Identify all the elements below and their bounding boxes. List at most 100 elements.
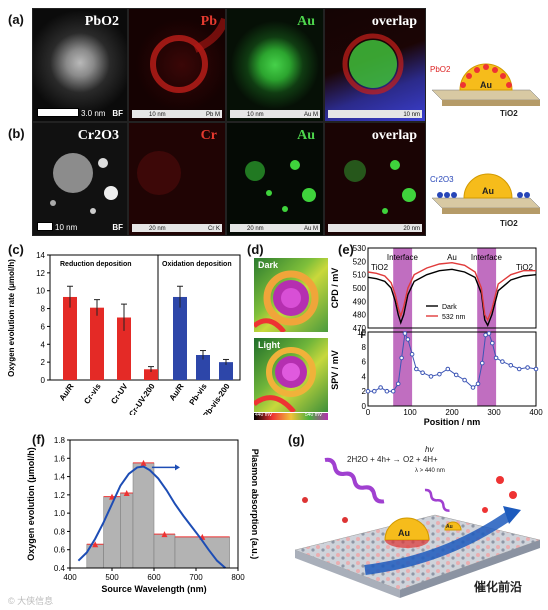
bf-tag: BF <box>112 223 123 232</box>
spv-point <box>525 365 530 370</box>
scale-text: 10 nm <box>149 112 166 118</box>
legend-dark: Dark <box>442 304 457 311</box>
category-label: Cr-UV <box>109 381 130 405</box>
overlap-particle <box>342 33 404 95</box>
scale-text: 10 nm <box>403 112 420 118</box>
panel-d-light-map: Light <box>254 338 328 412</box>
wavelength-bar <box>120 492 134 569</box>
group-title: Reduction deposition <box>60 261 132 268</box>
legend-532: 532 nm <box>442 314 466 321</box>
spv-tick-label: 0 <box>362 402 367 411</box>
panel-b-bf-image: Cr2O3 10 nm BF <box>32 122 128 236</box>
x-axis-label: Position / nm <box>424 417 481 425</box>
panel-d-label: (d) <box>247 242 264 257</box>
spv-point <box>533 366 539 372</box>
spv-point <box>437 371 442 377</box>
panel-a-label: (a) <box>8 12 24 27</box>
category-label: Cr-vis <box>82 382 103 406</box>
g-tio2-label: TiO2 <box>511 582 530 592</box>
scale-text: 20 nm <box>149 226 166 232</box>
y-tick-label: 1.8 <box>54 436 66 445</box>
f-sub-label: F <box>361 330 367 340</box>
spv-point <box>475 381 481 387</box>
au-map-dots <box>245 160 316 212</box>
y-tick-label: 4 <box>41 340 46 349</box>
interface-label: Interface <box>471 253 503 262</box>
y-axis-label: Oxygen evolution rate (μmol/h) <box>7 259 16 377</box>
category-label: Au/R <box>168 382 186 403</box>
spv-point <box>372 388 377 394</box>
cpd-tick-label: 510 <box>353 271 367 280</box>
g-hv: hv <box>425 445 434 454</box>
kpfm-light-ring <box>254 347 316 412</box>
x-tick-label: 300 <box>487 408 501 417</box>
interface-band <box>393 248 413 406</box>
panel-b-label: (b) <box>8 126 25 141</box>
cpd-tick-label: 490 <box>353 297 367 306</box>
panel-b-tile-title: Au <box>297 128 315 143</box>
scale-text: 3.0 nm <box>81 109 106 118</box>
bar <box>90 307 104 380</box>
bar <box>196 355 210 380</box>
g-condition: λ > 440 nm <box>415 468 445 474</box>
y-tick-label: 2 <box>41 358 46 367</box>
bar <box>63 296 77 380</box>
spv-point <box>445 366 451 372</box>
panel-a-tile-title: overlap <box>371 14 417 29</box>
scale-text: 10 nm <box>55 223 78 232</box>
spv-point <box>516 366 522 372</box>
g-au2-label: Au <box>446 524 453 530</box>
spv-point <box>409 351 415 357</box>
pb-map-ring <box>150 17 225 93</box>
scale-strip <box>328 110 422 118</box>
panel-e-label: (e) <box>338 242 354 257</box>
interface-band <box>477 248 497 406</box>
spv-point <box>470 385 476 390</box>
scale-strip <box>230 110 320 118</box>
y-tick-label: 0.6 <box>54 546 66 555</box>
panel-d-dark-map: Dark <box>254 258 328 332</box>
panel-b-overlap-map: overlap 20 nm <box>324 122 426 236</box>
cr-map-noise <box>129 123 225 235</box>
spv-point <box>378 385 383 390</box>
category-label: Au/R <box>58 382 76 403</box>
bf-tag: BF <box>112 109 123 118</box>
panel-f-wavelength-chart: 0.4 0.6 0.8 1.0 1.2 1.4 1.6 1.8 400 500 600 700 800 S… <box>26 436 260 594</box>
y-tick-label: 8 <box>41 305 46 314</box>
schem-sub-label: TiO2 <box>500 109 518 118</box>
panel-b-tile-title: overlap <box>371 128 417 143</box>
g-au-label: Au <box>398 528 410 538</box>
panel-a-pb-map: Pb 10 nm Pb M <box>128 8 226 122</box>
panel-c-bar-chart: 0 2 4 6 8 10 12 14 Oxygen evolution rate (μmol/h… <box>7 251 241 415</box>
bar <box>117 317 131 380</box>
y-tick-label: 12 <box>36 269 45 278</box>
y-tick-label: 1.4 <box>54 473 66 482</box>
spv-point <box>384 388 390 394</box>
x-tick-label: 400 <box>529 408 543 417</box>
panel-b-cr-map: Cr 20 nm Cr K <box>128 122 226 236</box>
y-tick-label: 0.4 <box>54 564 66 573</box>
scale-bar <box>37 108 79 117</box>
spv-point <box>453 372 459 378</box>
plasmon-curve <box>77 465 227 569</box>
panel-a-overlap-map: overlap 10 nm <box>324 8 426 122</box>
panel-d-colorbar <box>254 413 328 420</box>
spv-point <box>486 331 492 336</box>
panel-a-bf-image: PbO2 3.0 nm BF <box>32 8 128 122</box>
x-tick-label: 0 <box>366 408 371 417</box>
spv-point <box>490 340 495 346</box>
cpd-line <box>367 268 537 327</box>
panel-f-label: (f) <box>32 432 45 447</box>
plasmon-arrowhead <box>175 464 180 471</box>
spv-point <box>405 337 411 342</box>
panel-a-tile-title: Pb <box>200 14 217 29</box>
y-tick-label: 0.8 <box>54 527 66 536</box>
spv-point <box>493 355 499 361</box>
spv-point <box>420 370 425 375</box>
schem-left-label: Cr2O3 <box>430 175 454 184</box>
overlap-dots <box>344 160 416 214</box>
au-label: Au <box>447 253 457 262</box>
g-equation: 2H2O + 4h+ → O2 + 4H+ <box>347 455 438 464</box>
panel-b-schematic: Au Cr2O3 TiO2 <box>430 173 541 228</box>
footer-right-watermark: 催化前沿 <box>474 580 523 594</box>
